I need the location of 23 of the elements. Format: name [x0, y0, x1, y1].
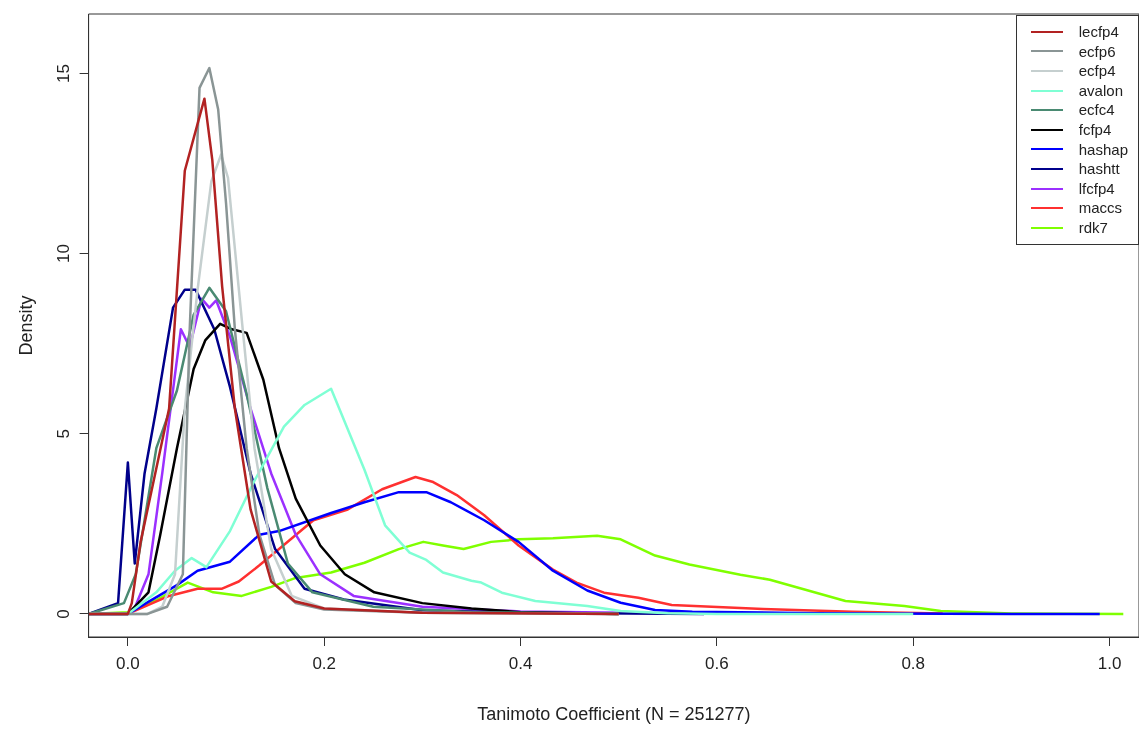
x-tick-label: 0.8: [901, 653, 926, 673]
x-tick-label: 0.0: [116, 653, 140, 673]
legend-label: fcfp4: [1078, 119, 1112, 140]
y-axis-title: Density: [15, 295, 36, 356]
y-tick-label: 15: [53, 63, 73, 83]
x-tick-label: 1.0: [1097, 653, 1122, 673]
x-axis-title: Tanimoto Coefficient (N = 251277): [477, 704, 751, 725]
y-tick-label: 0: [53, 609, 73, 619]
x-tick-label: 0.6: [705, 653, 729, 673]
y-tick-label: 5: [53, 429, 73, 439]
legend-label: rdk7: [1078, 217, 1108, 238]
x-tick-label: 0.4: [508, 653, 533, 673]
legend-label: lfcfp4: [1078, 178, 1115, 199]
legend-label: hashap: [1078, 139, 1128, 160]
legend-label: hashtt: [1078, 159, 1120, 179]
legend-label: avalon: [1078, 80, 1123, 101]
legend-label: ecfp4: [1078, 61, 1116, 81]
y-tick-label: 10: [53, 244, 73, 264]
legend-label: maccs: [1078, 198, 1123, 218]
legend-label: ecfp6: [1078, 41, 1116, 62]
x-tick-label: 0.2: [312, 653, 337, 673]
legend-label: ecfc4: [1078, 100, 1115, 120]
legend-label: lecfp4: [1078, 22, 1119, 42]
